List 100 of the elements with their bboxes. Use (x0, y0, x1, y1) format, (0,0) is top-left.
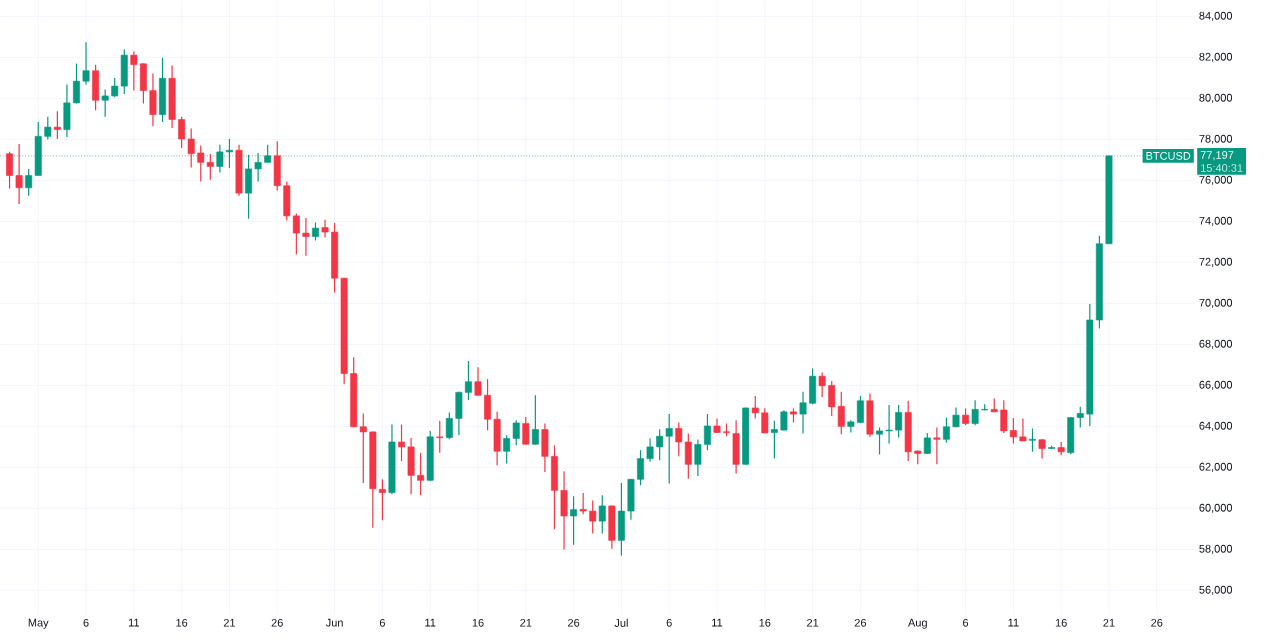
candlestick (1029, 427, 1036, 453)
candlestick (53, 110, 61, 140)
candlestick (1009, 417, 1017, 445)
candlestick (761, 407, 769, 434)
candlestick (876, 426, 883, 456)
x-tick-label: Aug (907, 618, 927, 629)
x-tick-label: 21 (520, 618, 532, 627)
x-tick-label: 26 (568, 618, 580, 627)
y-tick-label: 58,000 (1199, 544, 1233, 554)
x-tick-label: May (28, 618, 49, 629)
candlestick (474, 366, 482, 397)
y-tick-label: 84,000 (1199, 11, 1233, 21)
candlestick (1038, 438, 1046, 460)
candlestick (149, 72, 157, 127)
x-tick-label: 16 (472, 618, 484, 627)
x-tick-label: 6 (666, 618, 672, 627)
candlestick (25, 168, 33, 197)
y-tick-label: 74,000 (1199, 216, 1233, 226)
candlestick (378, 478, 386, 521)
x-tick-label: Jun (325, 618, 343, 627)
annotation: BTCUSD (1146, 151, 1191, 160)
candlestick (512, 419, 520, 446)
candlestick (895, 404, 903, 439)
y-tick-label: 70,000 (1199, 298, 1233, 308)
candlestick (6, 151, 14, 190)
candlestick (665, 413, 673, 485)
candlestick (292, 213, 300, 255)
y-tick-label: 68,000 (1199, 339, 1233, 349)
candlestick (1000, 399, 1008, 434)
candlestick (44, 116, 52, 141)
y-tick-label: 82,000 (1199, 52, 1233, 62)
candlestick (770, 420, 778, 460)
x-tick-label: 26 (1151, 618, 1163, 627)
y-tick-label: 64,000 (1199, 421, 1233, 431)
x-tick-label: Jul (614, 618, 628, 627)
candlestick (646, 437, 654, 463)
ref-line-label: 77,197 (1200, 151, 1234, 161)
y-tick-label: 66,000 (1199, 380, 1233, 390)
candlestick (703, 413, 711, 451)
x-tick-label: 16 (1055, 618, 1067, 627)
candlestick (312, 221, 319, 242)
candlestick (656, 428, 664, 461)
candlestick (321, 219, 329, 238)
candlestick (942, 416, 950, 444)
x-tick-label: 21 (807, 618, 819, 627)
candlestick (445, 411, 453, 440)
x-tick-label: 11 (712, 618, 723, 627)
x-tick-label: 11 (425, 618, 436, 627)
candlestick (933, 426, 941, 465)
candlestick (82, 41, 90, 86)
x-tick-label: 6 (963, 618, 969, 627)
candlestick (637, 449, 644, 486)
candlestick (484, 378, 492, 431)
candlestick (206, 153, 214, 181)
x-tick-label: 21 (1103, 618, 1115, 627)
candlestick (579, 492, 587, 515)
y-tick-label: 76,000 (1199, 175, 1233, 185)
candlestick (751, 395, 759, 419)
candlestick (417, 452, 425, 496)
candlestick (1019, 417, 1027, 442)
y-tick-label: 72,000 (1199, 257, 1233, 267)
candlestick (971, 399, 979, 426)
candlestick (436, 420, 444, 454)
candlestick (799, 391, 807, 435)
x-tick-label: 26 (271, 618, 283, 627)
candlestick (197, 144, 205, 183)
x-tick-label: 11 (1008, 618, 1019, 627)
candlestick (598, 494, 606, 535)
candlestick (503, 434, 511, 465)
y-tick-label: 60,000 (1199, 503, 1233, 513)
candlestick (694, 438, 702, 477)
candlestick (398, 423, 405, 462)
candlestick (178, 116, 186, 149)
candlestick (130, 50, 138, 92)
y-tick-label: 62,000 (1199, 462, 1233, 472)
candlestick (589, 499, 597, 535)
x-tick-label: 16 (759, 618, 771, 627)
x-tick-label: 6 (379, 618, 385, 627)
candlestick (856, 395, 864, 424)
candlestick (675, 421, 683, 457)
candlestick (780, 409, 788, 432)
candlestick (15, 143, 23, 205)
candlestick (187, 127, 195, 169)
candlestick (818, 371, 826, 398)
x-tick-label: 6 (83, 618, 89, 627)
candlestick (302, 217, 310, 257)
candlestick (684, 432, 692, 480)
y-tick-label: 56,000 (1199, 585, 1233, 595)
candlestick (522, 416, 530, 446)
candlestick (101, 88, 109, 118)
text: 15:40:31 (1201, 164, 1243, 172)
candlestick (464, 360, 472, 401)
candlestick (225, 138, 233, 169)
x-tick-label: 21 (223, 618, 236, 627)
candlestick (885, 404, 893, 445)
y-tick-label: 78,000 (1199, 134, 1233, 144)
x-tick-label: 16 (176, 618, 188, 627)
candlestick (570, 495, 578, 546)
x-tick-label: 11 (128, 618, 140, 627)
candlestick (531, 394, 539, 446)
